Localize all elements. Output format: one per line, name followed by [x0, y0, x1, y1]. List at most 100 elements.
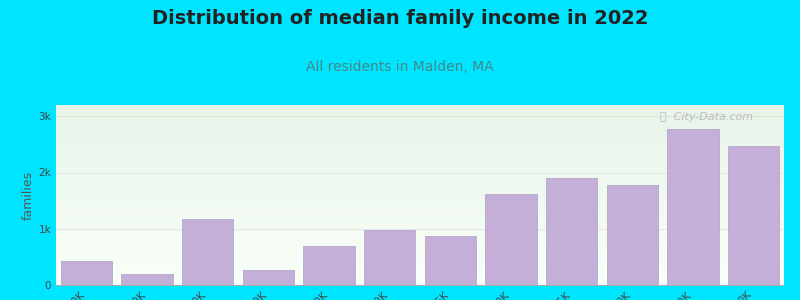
- Bar: [56, 141, 784, 143]
- Bar: [56, 240, 784, 242]
- Bar: [56, 179, 784, 181]
- Bar: [56, 217, 784, 218]
- Bar: [56, 123, 784, 125]
- Bar: [56, 265, 784, 267]
- Bar: [56, 137, 784, 139]
- Bar: [56, 204, 784, 206]
- Bar: [56, 215, 784, 217]
- Bar: [56, 173, 784, 175]
- Bar: [56, 238, 784, 240]
- Bar: [56, 202, 784, 204]
- Bar: [425, 236, 476, 285]
- Bar: [56, 218, 784, 220]
- Bar: [56, 163, 784, 164]
- Bar: [56, 155, 784, 157]
- Bar: [61, 261, 112, 285]
- Bar: [56, 281, 784, 283]
- Bar: [56, 145, 784, 146]
- Bar: [242, 270, 294, 285]
- Bar: [56, 244, 784, 245]
- Bar: [56, 134, 784, 136]
- Bar: [122, 274, 173, 285]
- Bar: [56, 105, 784, 107]
- Bar: [56, 269, 784, 271]
- Bar: [56, 236, 784, 238]
- Y-axis label: families: families: [22, 170, 34, 220]
- Bar: [56, 195, 784, 197]
- Bar: [56, 220, 784, 222]
- Bar: [56, 125, 784, 127]
- Bar: [56, 211, 784, 213]
- Bar: [56, 184, 784, 186]
- Bar: [56, 227, 784, 229]
- Bar: [56, 260, 784, 262]
- Bar: [56, 253, 784, 254]
- Bar: [56, 121, 784, 123]
- Bar: [56, 166, 784, 168]
- Bar: [56, 177, 784, 179]
- Bar: [56, 200, 784, 202]
- Bar: [56, 130, 784, 132]
- Bar: [56, 150, 784, 152]
- Bar: [56, 107, 784, 109]
- Bar: [364, 230, 415, 285]
- Bar: [56, 181, 784, 182]
- Bar: [56, 159, 784, 161]
- Bar: [56, 213, 784, 215]
- Bar: [56, 146, 784, 148]
- Bar: [56, 258, 784, 260]
- Bar: [56, 267, 784, 269]
- Bar: [56, 251, 784, 253]
- Text: All residents in Malden, MA: All residents in Malden, MA: [306, 60, 494, 74]
- Bar: [56, 274, 784, 276]
- Bar: [56, 186, 784, 188]
- Bar: [56, 175, 784, 177]
- Bar: [56, 224, 784, 226]
- Bar: [56, 245, 784, 247]
- Bar: [56, 152, 784, 154]
- Bar: [486, 194, 537, 285]
- Text: Ⓛ  City-Data.com: Ⓛ City-Data.com: [660, 112, 754, 122]
- Bar: [56, 233, 784, 235]
- Bar: [56, 222, 784, 224]
- Bar: [182, 219, 234, 285]
- Bar: [56, 136, 784, 137]
- Bar: [56, 199, 784, 200]
- Bar: [56, 128, 784, 130]
- Bar: [56, 114, 784, 116]
- Bar: [56, 164, 784, 166]
- Bar: [56, 148, 784, 150]
- Bar: [56, 263, 784, 265]
- Bar: [56, 182, 784, 184]
- Bar: [606, 185, 658, 285]
- Bar: [56, 143, 784, 145]
- Bar: [56, 271, 784, 272]
- Bar: [56, 193, 784, 195]
- Bar: [56, 229, 784, 231]
- Bar: [56, 278, 784, 280]
- Bar: [56, 272, 784, 274]
- Bar: [56, 226, 784, 227]
- Bar: [56, 231, 784, 233]
- Bar: [303, 246, 354, 285]
- Bar: [56, 276, 784, 278]
- Bar: [56, 112, 784, 114]
- Bar: [56, 109, 784, 110]
- Bar: [56, 209, 784, 211]
- Bar: [56, 157, 784, 159]
- Bar: [56, 154, 784, 155]
- Bar: [728, 146, 779, 285]
- Bar: [56, 168, 784, 170]
- Bar: [56, 190, 784, 191]
- Bar: [56, 139, 784, 141]
- Bar: [56, 254, 784, 256]
- Bar: [56, 188, 784, 190]
- Bar: [56, 249, 784, 251]
- Bar: [546, 178, 598, 285]
- Bar: [56, 132, 784, 134]
- Bar: [56, 118, 784, 119]
- Bar: [56, 256, 784, 258]
- Bar: [56, 206, 784, 208]
- Bar: [56, 161, 784, 163]
- Bar: [56, 280, 784, 281]
